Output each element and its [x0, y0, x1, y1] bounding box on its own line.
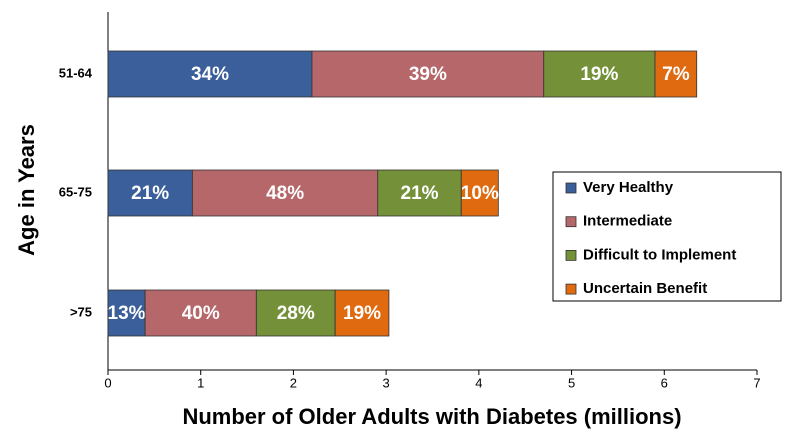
bars: 34% 39% 19% 7% 21% 48% 21% 10% 13% 40% 28% 19%: [107, 50, 698, 337]
bar-segment: [191, 169, 379, 217]
segment-label: 19%: [343, 303, 381, 324]
segment-label: 19%: [580, 64, 618, 85]
legend-label: Very Healthy: [583, 179, 674, 196]
bar-segment: [654, 50, 698, 98]
segment-label: 13%: [108, 303, 146, 324]
x-tick-label: 7: [753, 375, 760, 390]
x-tick-label: 4: [475, 375, 482, 390]
x-tick-label: 2: [290, 375, 297, 390]
legend-marker: [565, 216, 577, 228]
bar-segment: [107, 50, 313, 98]
bar-segment: [255, 289, 336, 337]
segment-label: 7%: [662, 64, 690, 85]
legend-label: Difficult to Implement: [583, 246, 736, 263]
x-axis-title: Number of Older Adults with Diabetes (mi…: [182, 404, 681, 429]
legend-marker: [565, 182, 577, 194]
x-tick-label: 5: [568, 375, 575, 390]
legend-box: [552, 171, 782, 302]
bar-segment: [107, 289, 146, 337]
legend-marker: [565, 283, 577, 295]
y-axis-title: Age in Years: [14, 124, 39, 256]
bar-segment: [311, 50, 545, 98]
bar-segment: [377, 169, 462, 217]
segment-label: 48%: [266, 183, 304, 204]
legend-label: Intermediate: [583, 213, 672, 230]
bar-segment: [460, 169, 499, 217]
legend-marker: [565, 249, 577, 261]
segment-label: 40%: [182, 303, 220, 324]
bar-segment: [334, 289, 390, 337]
bar-segment: [144, 289, 257, 337]
segment-label: 34%: [191, 64, 229, 85]
segment-label: 21%: [401, 183, 439, 204]
y-tick-label: >75: [70, 304, 92, 319]
legend: Very Healthy Intermediate Difficult to Imp…: [552, 171, 782, 302]
bar-segment: [107, 169, 193, 217]
segment-label: 28%: [277, 303, 315, 324]
x-tick-label: 1: [197, 375, 204, 390]
y-tick-label: 65-75: [59, 184, 92, 199]
legend-label: Uncertain Benefit: [583, 280, 707, 297]
y-tick-label: 51-64: [59, 65, 93, 80]
segment-label: 39%: [409, 64, 447, 85]
x-tick-label: 3: [383, 375, 390, 390]
segment-label: 21%: [131, 183, 169, 204]
x-tick-label: 6: [661, 375, 668, 390]
segment-label: 10%: [461, 183, 499, 204]
x-tick-label: 0: [104, 375, 111, 390]
